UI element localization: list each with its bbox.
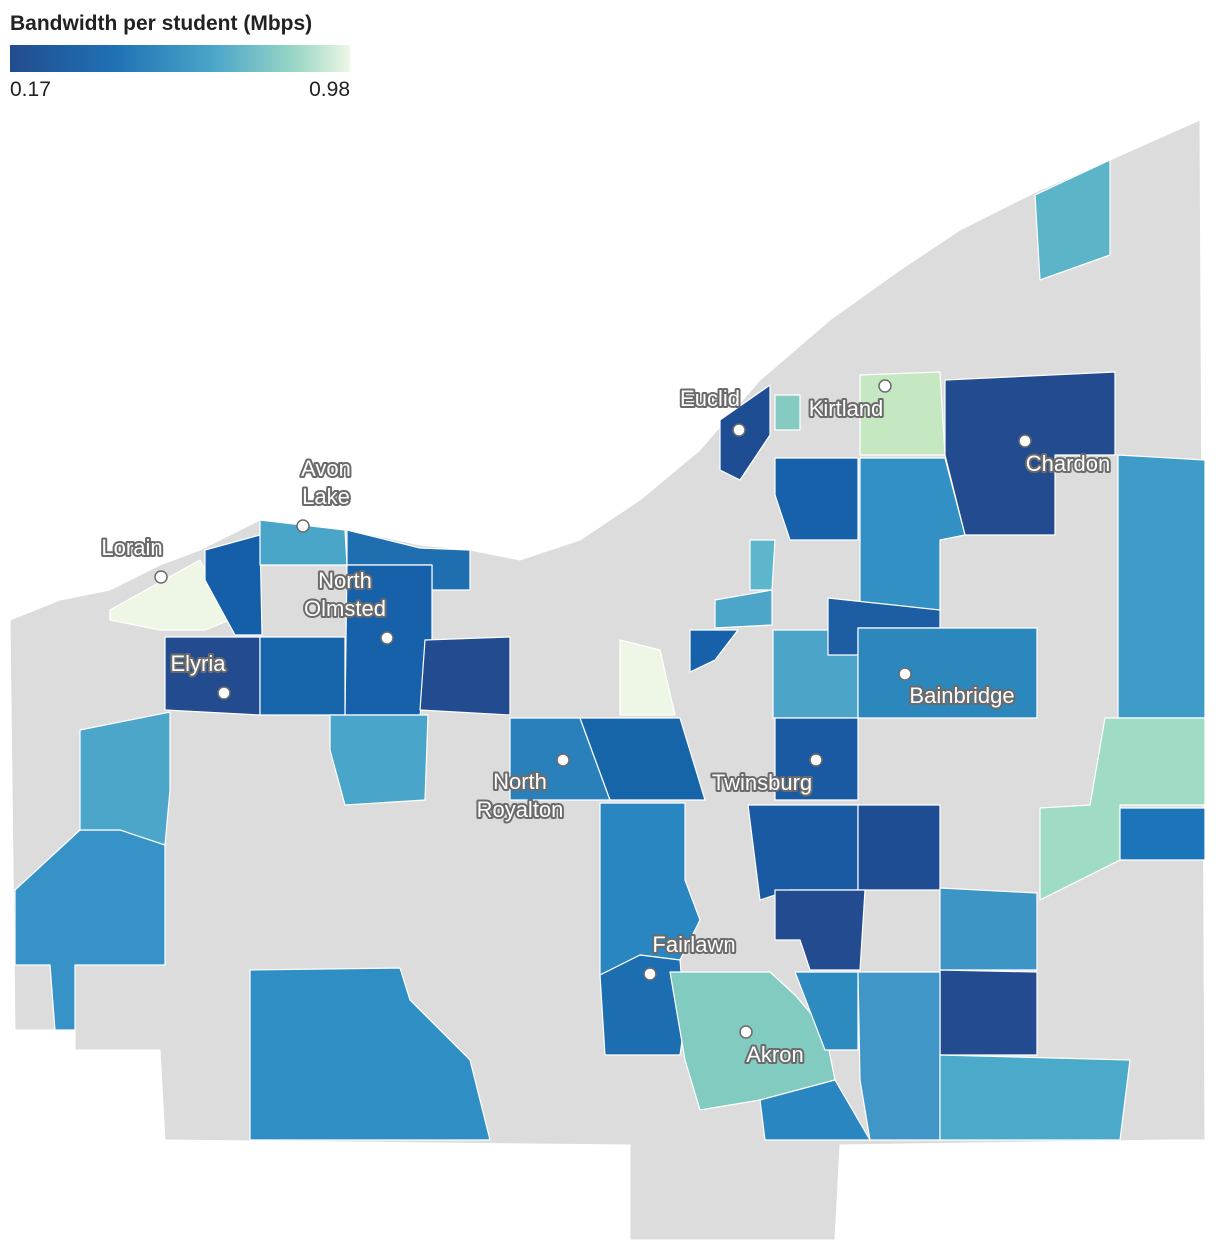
city-label: Chardon: [1026, 451, 1110, 476]
city-dot: [809, 753, 823, 767]
city-label: Olmsted: [304, 596, 386, 621]
city-label: Akron: [746, 1042, 803, 1067]
city-label: Euclid: [680, 386, 740, 411]
district: [1117, 454, 1206, 719]
district: [259, 636, 346, 716]
district: [939, 969, 1038, 1056]
district: [944, 371, 1116, 536]
district: [204, 534, 263, 636]
district: [249, 967, 491, 1141]
district: [749, 539, 776, 591]
district: [939, 887, 1038, 971]
district: [164, 636, 261, 716]
city-dot: [380, 631, 394, 645]
district: [329, 714, 429, 806]
city-label: Avon: [301, 456, 351, 481]
district: [857, 627, 1038, 719]
city-label: Twinsburg: [712, 770, 812, 795]
district: [1119, 807, 1206, 861]
district: [1034, 159, 1111, 281]
city-dot: [739, 1025, 753, 1039]
legend-gradient: [10, 45, 350, 72]
district: [689, 629, 739, 673]
city-dot: [217, 686, 231, 700]
district: [774, 889, 866, 971]
city-label: Fairlawn: [652, 932, 735, 957]
city-layer: Lorain Avon Lake North Olmsted Elyria Euclid Ki…: [99, 379, 1112, 1069]
district: [109, 559, 231, 631]
city-dot: [878, 379, 892, 393]
city-dot: [732, 423, 746, 437]
district: [714, 589, 773, 629]
city-dot: [898, 667, 912, 681]
city-label: Royalton: [477, 797, 564, 822]
city-dot: [1018, 434, 1032, 448]
district: [619, 639, 676, 716]
district: [79, 711, 171, 846]
district: [599, 954, 686, 1056]
district: [419, 636, 511, 716]
city-dot: [643, 967, 657, 981]
legend: Bandwidth per student (Mbps) 0.17 0.98: [10, 12, 350, 101]
district: [794, 971, 859, 1051]
district: [857, 971, 941, 1141]
city-label: Lake: [302, 484, 350, 509]
city-dot: [296, 519, 310, 533]
city-label: Elyria: [170, 651, 226, 676]
city-label: Bainbridge: [909, 683, 1014, 708]
district: [774, 394, 801, 431]
legend-title: Bandwidth per student (Mbps): [10, 12, 312, 35]
legend-min: 0.17: [10, 78, 51, 101]
city-label: Lorain: [101, 535, 162, 560]
district: [939, 1054, 1131, 1141]
city-dot: [154, 570, 168, 584]
city-label: North: [493, 769, 547, 794]
legend-max: 0.98: [309, 78, 350, 101]
district: [579, 717, 706, 801]
district: [857, 804, 941, 891]
district: [747, 804, 859, 901]
city-dot: [556, 753, 570, 767]
districts: [14, 159, 1206, 1141]
city-label: North: [318, 568, 372, 593]
city-label: Kirtland: [809, 396, 884, 421]
district: [774, 457, 859, 541]
